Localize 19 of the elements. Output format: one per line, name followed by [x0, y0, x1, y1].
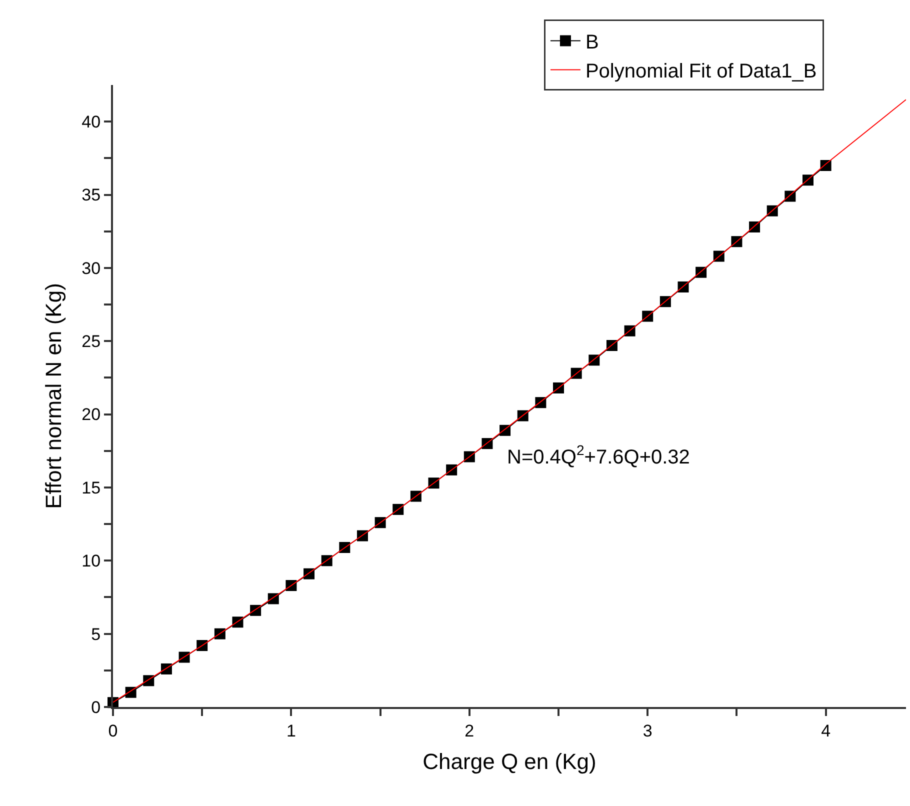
y-tick-label: 30	[82, 258, 101, 278]
x-tick-label: 3	[642, 721, 652, 740]
y-tick-label: 25	[82, 332, 101, 352]
y-tick-label: 35	[82, 186, 101, 205]
x-tick-label: 4	[821, 721, 831, 740]
y-tick-label: 40	[82, 112, 101, 132]
legend-label: Polynomial Fit of Data1_B	[585, 60, 817, 82]
y-tick-label: 5	[91, 624, 101, 644]
y-tick-label: 10	[82, 552, 101, 571]
x-axis-title: Charge Q en (Kg)	[422, 748, 596, 774]
x-tick-label: 2	[464, 721, 474, 740]
legend-label: B	[585, 31, 599, 54]
annotation: N=0.4Q$^{2}$+7.6Q+0.32	[507, 442, 690, 468]
x-tick-label: 1	[286, 721, 296, 740]
y-axis-title: Effort normal N en (Kg)	[40, 283, 66, 509]
y-tick-label: 0	[91, 698, 101, 717]
y-tick-label: 20	[82, 405, 101, 424]
y-tick-label: 15	[82, 478, 101, 498]
x-tick-label: 0	[108, 721, 118, 740]
